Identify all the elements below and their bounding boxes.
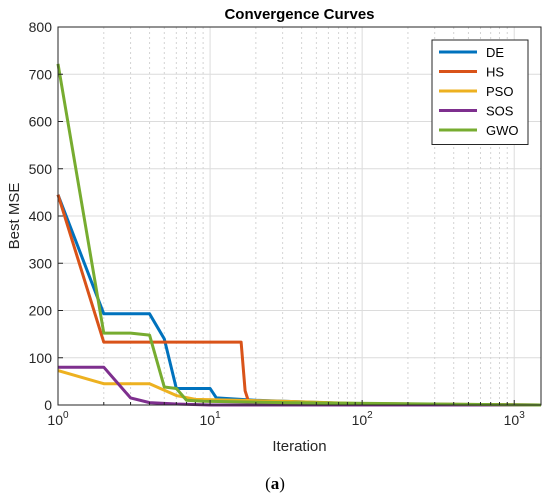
y-tick-label: 700: [29, 66, 53, 82]
y-tick-label: 100: [29, 350, 53, 366]
y-tick-label: 600: [29, 114, 53, 130]
caption-open: (: [265, 474, 271, 493]
y-tick-label: 500: [29, 161, 53, 177]
y-tick-label: 800: [29, 19, 53, 35]
figure-caption: (a): [265, 474, 285, 493]
legend-label-de: DE: [486, 45, 504, 60]
x-tick-label: 100: [47, 410, 69, 428]
caption-letter: a: [271, 474, 280, 493]
y-tick-label: 200: [29, 303, 53, 319]
y-axis-label: Best MSE: [6, 183, 23, 250]
legend-label-gwo: GWO: [486, 123, 519, 138]
chart-title: Convergence Curves: [224, 6, 374, 23]
y-tick-label: 0: [44, 397, 52, 413]
y-tick-label: 300: [29, 255, 53, 271]
caption-close: ): [279, 474, 285, 493]
x-tick-label: 102: [352, 410, 374, 428]
legend-label-sos: SOS: [486, 104, 514, 119]
y-tick-label: 400: [29, 208, 53, 224]
legend-label-pso: PSO: [486, 84, 513, 99]
legend-label-hs: HS: [486, 65, 504, 80]
series-line-gwo: [56, 63, 542, 407]
legend: DE HS PSO SOS GWO: [431, 39, 529, 145]
x-tick-label: 103: [504, 410, 526, 428]
x-tick-label: 101: [200, 410, 222, 428]
x-axis-label: Iteration: [272, 438, 326, 455]
